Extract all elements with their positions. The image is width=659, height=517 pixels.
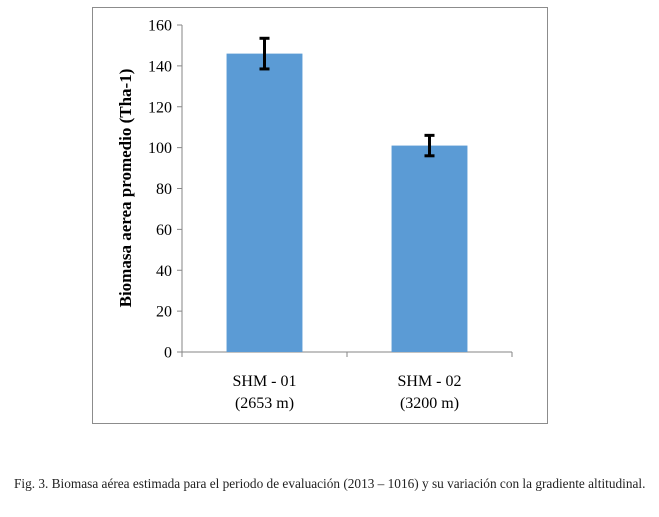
error-bar [424, 133, 435, 158]
x-tick-label: SHM - 02 [397, 373, 461, 390]
chart-frame [92, 7, 548, 424]
x-axis [181, 351, 513, 357]
y-tick-label: 20 [156, 304, 172, 321]
y-tick-label: 40 [156, 263, 172, 280]
y-tick-label: 0 [164, 345, 172, 362]
y-axis: 0 20 40 60 80 100 120 140 160 [148, 18, 183, 362]
y-tick-label: 120 [148, 99, 172, 116]
x-tick-label: (2653 m) [235, 395, 294, 412]
bar [226, 53, 303, 353]
error-bar [259, 36, 270, 71]
x-tick-label: (3200 m) [400, 395, 459, 412]
figure-caption: Fig. 3. Biomasa aérea estimada para el p… [14, 476, 646, 491]
y-tick-label: 140 [148, 58, 172, 75]
x-tick-label: SHM - 01 [232, 373, 296, 390]
error-bars [259, 36, 435, 158]
y-tick-label: 100 [148, 140, 172, 157]
y-tick-label: 160 [148, 18, 172, 35]
bar [391, 145, 468, 352]
y-tick-label: 80 [156, 181, 172, 198]
y-tick-label: 60 [156, 222, 172, 239]
bars [226, 53, 468, 353]
y-axis-title: Biomasa aerea promedio (Tha-1) [116, 69, 135, 308]
x-tick-labels: SHM - 01 (2653 m) SHM - 02 (3200 m) [232, 373, 461, 412]
